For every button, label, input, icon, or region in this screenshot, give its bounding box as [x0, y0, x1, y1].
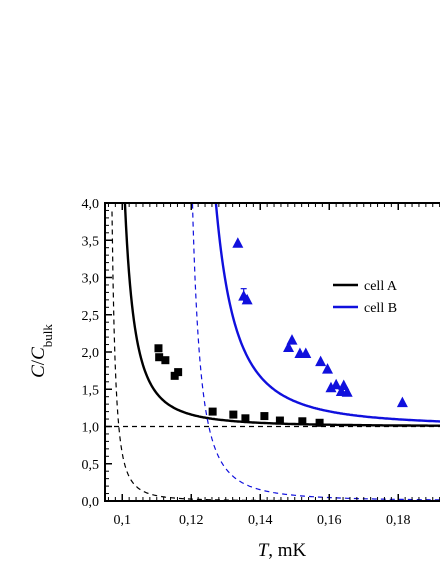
point-cell-b-triangle — [283, 341, 295, 353]
point-cell-b-triangle — [241, 293, 253, 305]
x-axis-title: T, mK — [258, 540, 307, 561]
axis-ticks: 0,1 0,12 0,14 0,16 0,18 0,0 0,5 1,0 1,5 2,0 2,5 3,0… — [82, 197, 440, 528]
point-cell-a-square — [154, 344, 163, 353]
point-cell-a-square — [161, 356, 170, 365]
y-tick-label: 3,0 — [82, 272, 100, 287]
fit-curves — [111, 203, 440, 501]
point-cell-b-triangle — [232, 237, 244, 248]
x-tick-label: 0,1 — [114, 513, 132, 528]
point-cell-b-triangle — [286, 334, 298, 345]
legend-label: cell B — [364, 301, 397, 316]
fit-curve-0 — [123, 203, 440, 427]
point-cell-b-triangle — [396, 396, 408, 408]
x-tick-label: 0,16 — [317, 513, 342, 528]
point-cell-a-square — [155, 353, 164, 362]
y-axis-title: C/Cbulk — [28, 324, 55, 378]
legend: cell A cell B — [333, 279, 398, 316]
point-cell-b-triangle — [338, 379, 350, 391]
fit-curve-1 — [214, 203, 440, 423]
x-tick-label: 0,14 — [248, 513, 273, 528]
point-cell-a-square — [174, 368, 183, 377]
point-cell-b-triangle — [322, 363, 334, 374]
legend-label: cell A — [364, 279, 398, 294]
point-cell-b-triangle — [325, 381, 337, 393]
point-cell-a-square — [315, 418, 324, 427]
point-cell-b-triangle — [341, 386, 353, 397]
x-tick-label: 0,12 — [179, 513, 204, 528]
point-cell-a-square — [229, 410, 238, 419]
y-tick-label: 0,0 — [82, 495, 100, 510]
y-tick-label: 1,5 — [82, 383, 100, 398]
y-tick-label: 0,5 — [82, 458, 100, 473]
point-cell-a-square — [260, 412, 269, 421]
y-tick-label: 4,0 — [82, 197, 100, 212]
point-cell-b-triangle — [315, 355, 327, 367]
dashed-curve-3 — [191, 203, 440, 501]
point-cell-a-square — [275, 416, 284, 425]
point-cell-a-square — [208, 407, 217, 416]
y-tick-label: 3,5 — [82, 234, 100, 249]
point-cell-b-triangle — [330, 378, 342, 390]
point-cell-b-triangle — [300, 347, 312, 358]
point-cell-a-square — [298, 417, 307, 426]
y-tick-label: 1,0 — [82, 421, 100, 436]
x-tick-label: 0,18 — [386, 513, 411, 528]
y-tick-label: 2,5 — [82, 309, 100, 324]
y-tick-label: 2,0 — [82, 346, 100, 361]
point-cell-a-square — [241, 414, 250, 423]
data-points — [154, 237, 408, 427]
